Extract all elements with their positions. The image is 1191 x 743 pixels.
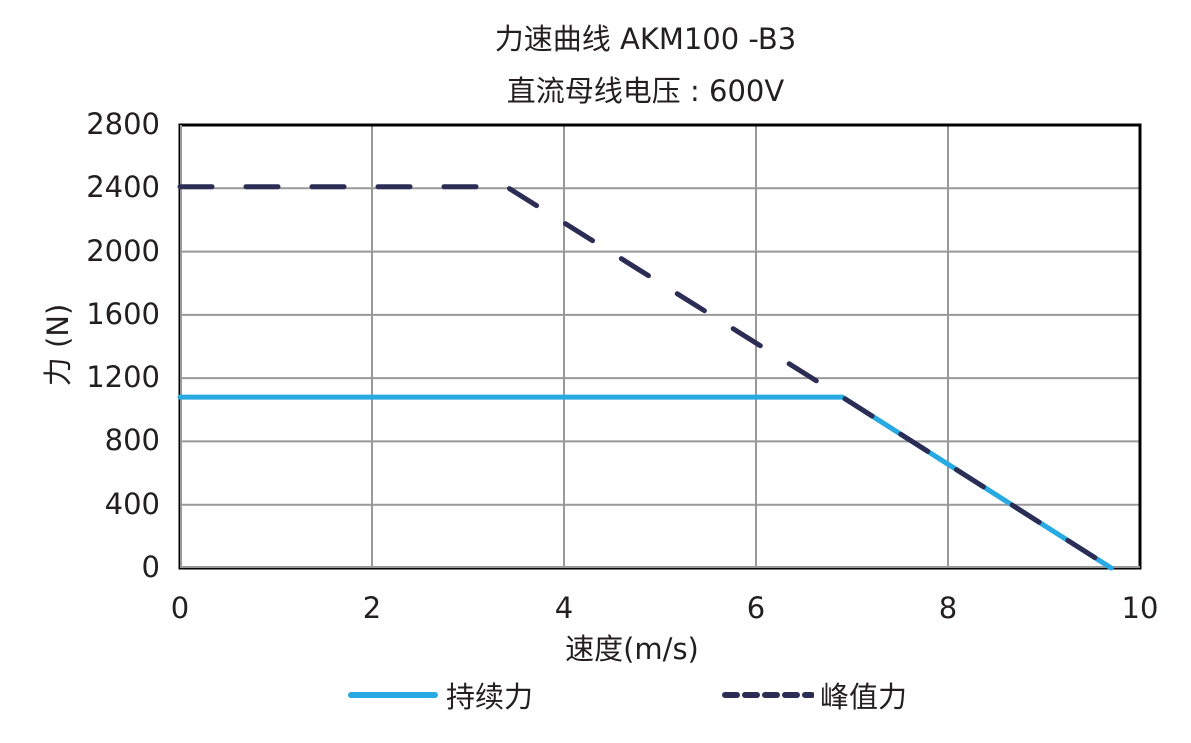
chart-title: 力速曲线 AKM100 -B3 <box>494 22 797 56</box>
solid-line-swatch-icon <box>348 692 438 698</box>
x-tick-label: 6 <box>746 591 766 625</box>
chart-subtitle: 直流母线电压 : 600V <box>506 74 785 108</box>
y-tick-label: 0 <box>141 550 160 584</box>
series-continuous <box>177 394 1114 571</box>
x-tick-label: 4 <box>554 591 574 625</box>
legend-label-peak: 峰值力 <box>820 680 908 714</box>
x-tick-label: 2 <box>362 591 382 625</box>
y-tick-label: 2000 <box>86 233 160 268</box>
y-tick-label: 400 <box>104 486 160 521</box>
series-lines <box>177 184 1114 571</box>
legend-label-continuous: 持续力 <box>446 680 534 714</box>
y-tick-label: 800 <box>104 423 160 458</box>
plot-frame <box>178 123 1142 570</box>
y-tick-label: 1600 <box>86 296 160 331</box>
grid-lines <box>179 124 1141 569</box>
x-tick-label: 10 <box>1121 591 1159 625</box>
y-axis-label: 力 (N) <box>41 303 75 387</box>
series-peak <box>177 184 1114 571</box>
x-axis-label: 速度(m/s) <box>565 632 699 666</box>
y-tick-label: 1200 <box>86 360 160 395</box>
legend-item-continuous: 持续力 <box>348 674 533 716</box>
y-tick-label: 2800 <box>86 107 160 141</box>
x-tick-label: 8 <box>938 591 958 625</box>
dashed-line-swatch-icon <box>722 692 814 698</box>
x-tick-label: 0 <box>170 591 190 625</box>
legend-item-peak: 峰值力 <box>722 674 907 716</box>
y-tick-label: 2400 <box>86 170 160 205</box>
